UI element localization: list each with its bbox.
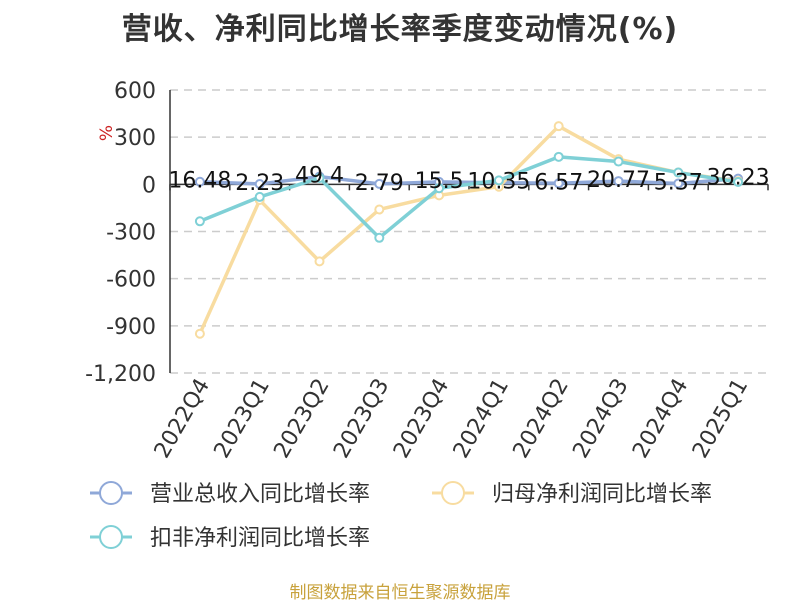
grid-lines [170, 89, 768, 374]
y-tick-label: 600 [114, 79, 156, 104]
x-tick-label: 2025Q1 [688, 375, 753, 463]
x-tick-label: 2022Q4 [150, 375, 215, 463]
series-1-point [194, 176, 205, 187]
series-3-point [254, 191, 265, 202]
series-3-point [194, 216, 205, 227]
data-labels: 16.48 2.23 49.4 2.79 15.5 10.35 6.57 20.77 5.37 3… [168, 164, 769, 196]
series-3-point [613, 156, 624, 167]
data-label: 2.23 [235, 171, 284, 196]
series-1-point [613, 176, 624, 187]
data-label: 2.79 [355, 171, 404, 196]
y-tick-label: -900 [106, 315, 156, 340]
x-tick-label: 2023Q1 [210, 375, 275, 463]
y-tick-label: -600 [106, 268, 156, 293]
series-3-point [314, 173, 325, 184]
series-1-point [673, 178, 684, 189]
series-line-1 [199, 174, 739, 186]
x-tick-label: 2024Q1 [449, 375, 514, 463]
x-tick-label: 2023Q2 [269, 375, 334, 463]
data-label: 36.23 [707, 166, 770, 191]
x-tick-label: 2023Q3 [329, 375, 394, 463]
legend-marker [441, 481, 465, 505]
x-tick-label: 2024Q4 [628, 375, 693, 463]
series-3-point [374, 232, 385, 243]
series-3-point [673, 167, 684, 178]
legend-label: 归母净利润同比增长率 [492, 482, 712, 507]
series-3-point [434, 183, 445, 194]
series-line-2 [198, 124, 739, 335]
data-label: 16.48 [168, 169, 231, 194]
y-tick-label: -300 [106, 221, 156, 246]
data-label: 15.5 [415, 169, 464, 194]
series-3-point [553, 151, 564, 162]
y-tick-label: 300 [114, 126, 156, 151]
chart-title: 营收、净利同比增长率季度变动情况(%) [121, 12, 679, 47]
data-source-note: 制图数据来自恒生聚源数据库 [289, 583, 511, 603]
x-tick-label: 2024Q3 [568, 375, 633, 463]
data-label: 6.57 [534, 170, 583, 195]
legend-label: 扣非净利润同比增长率 [150, 526, 370, 551]
legend-label: 营业总收入同比增长率 [150, 482, 370, 507]
series-2-point [194, 328, 205, 339]
y-axis-label: % [97, 125, 117, 141]
x-tick-label: 2024Q2 [509, 375, 574, 463]
y-tick-label: -1,200 [85, 362, 156, 387]
y-tick-label: 0 [142, 173, 156, 198]
series-2-point [374, 204, 385, 215]
series-1-point [553, 178, 564, 189]
series-2-point [314, 256, 325, 267]
series-line-3 [199, 155, 739, 240]
x-tick-label: 2023Q4 [389, 375, 454, 463]
data-label: 10.35 [467, 170, 530, 195]
series-3-point [733, 176, 744, 187]
series-3-point [493, 175, 504, 186]
series-1-point [374, 178, 385, 189]
series-lines [194, 121, 744, 339]
data-label: 49.4 [295, 164, 344, 189]
data-label: 20.77 [587, 168, 650, 193]
legend-marker [99, 525, 123, 549]
data-label: 5.37 [654, 170, 703, 195]
series-2-point [553, 121, 564, 132]
series-1-point [254, 178, 265, 189]
legend-marker [99, 481, 123, 505]
